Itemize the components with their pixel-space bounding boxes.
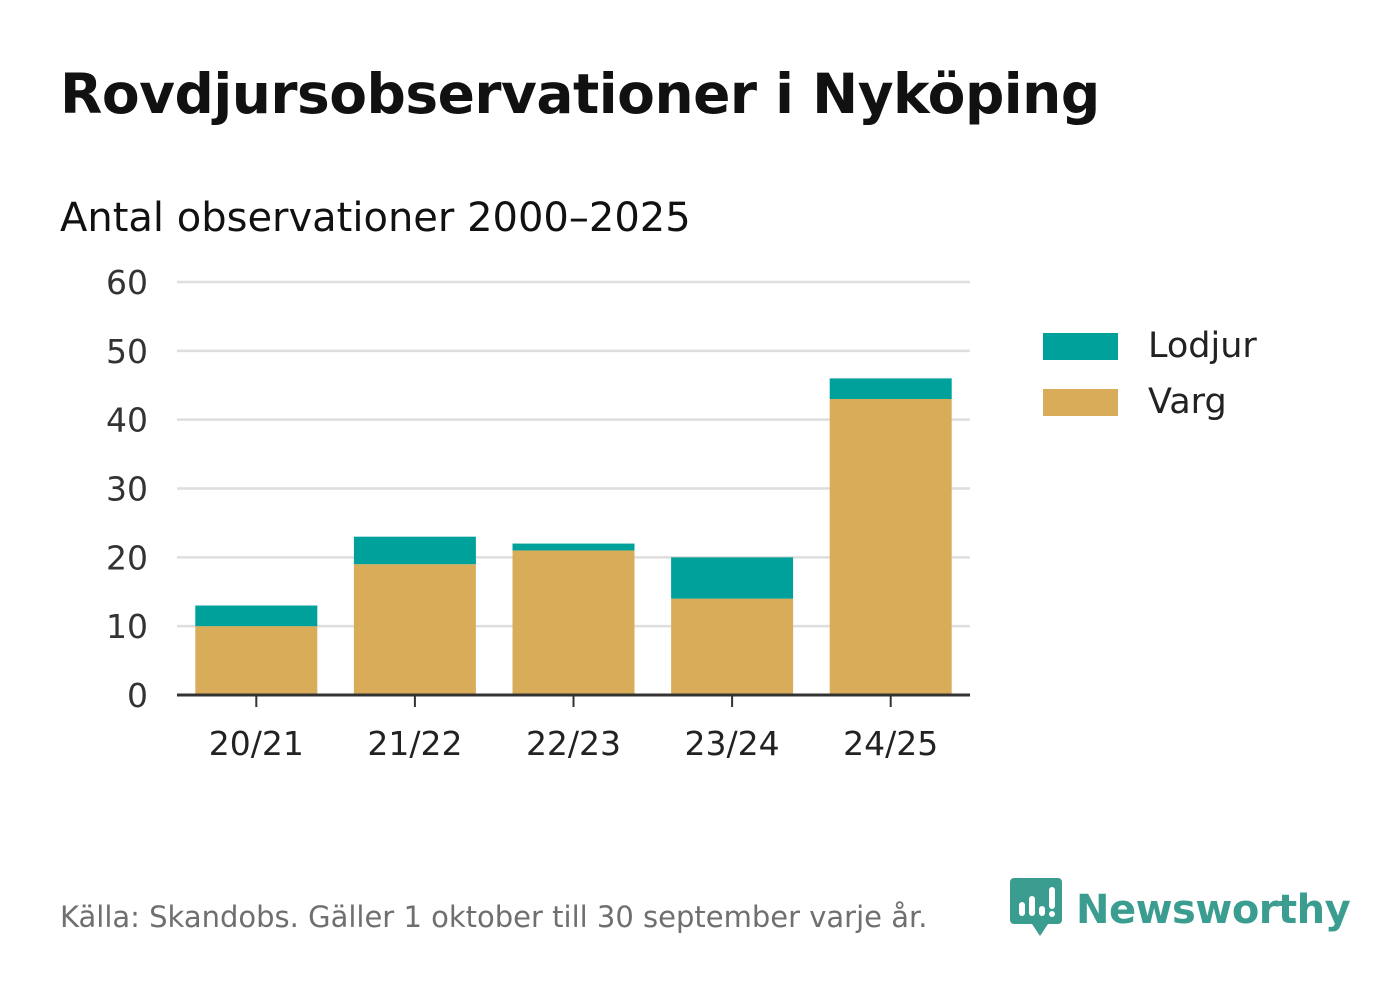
bar-lodjur-22-23 bbox=[512, 543, 635, 551]
legend-item-lodjur: Lodjur bbox=[1043, 318, 1257, 374]
y-tick-label: 0 bbox=[127, 676, 148, 715]
x-tick-label: 21/22 bbox=[367, 724, 462, 763]
legend-item-varg: Varg bbox=[1043, 374, 1257, 430]
y-tick-label: 40 bbox=[106, 401, 148, 440]
legend-swatch-lodjur bbox=[1043, 332, 1118, 360]
y-tick-label: 60 bbox=[106, 263, 148, 302]
x-tick-label: 23/24 bbox=[685, 724, 780, 763]
x-tick-label: 20/21 bbox=[209, 724, 304, 763]
brand-name: Newsworthy bbox=[1076, 887, 1351, 933]
bar-varg-20-21 bbox=[195, 626, 318, 695]
brand: Newsworthy bbox=[1010, 878, 1351, 942]
x-tick-label: 22/23 bbox=[526, 724, 621, 763]
x-tick-label: 24/25 bbox=[843, 724, 938, 763]
legend-swatch-varg bbox=[1043, 388, 1118, 416]
y-tick-label: 30 bbox=[106, 470, 148, 509]
chart-title: Rovdjursobservationer i Nyköping bbox=[60, 62, 1100, 126]
y-tick-label: 20 bbox=[106, 538, 148, 577]
y-tick-label: 10 bbox=[106, 607, 148, 646]
bar-lodjur-24-25 bbox=[829, 378, 952, 400]
legend-label-lodjur: Lodjur bbox=[1148, 326, 1257, 366]
bar-lodjur-21-22 bbox=[353, 536, 476, 565]
y-tick-label: 50 bbox=[106, 332, 148, 371]
legend: Lodjur Varg bbox=[1043, 318, 1257, 430]
legend-label-varg: Varg bbox=[1148, 382, 1227, 422]
source-note: Källa: Skandobs. Gäller 1 oktober till 3… bbox=[60, 900, 928, 934]
bar-lodjur-23-24 bbox=[671, 557, 794, 599]
bar-lodjur-20-21 bbox=[195, 605, 318, 627]
bar-varg-23-24 bbox=[671, 598, 794, 695]
bars bbox=[195, 378, 952, 695]
bar-varg-21-22 bbox=[353, 564, 476, 695]
newsworthy-logo-icon bbox=[1010, 878, 1062, 942]
bar-varg-22-23 bbox=[512, 550, 635, 695]
chart-subtitle: Antal observationer 2000–2025 bbox=[60, 195, 691, 241]
bar-varg-24-25 bbox=[829, 399, 952, 695]
axes: 0 10 20 30 40 50 60 20/21 21/22 22/23 23/24 24/25 bbox=[106, 263, 970, 763]
